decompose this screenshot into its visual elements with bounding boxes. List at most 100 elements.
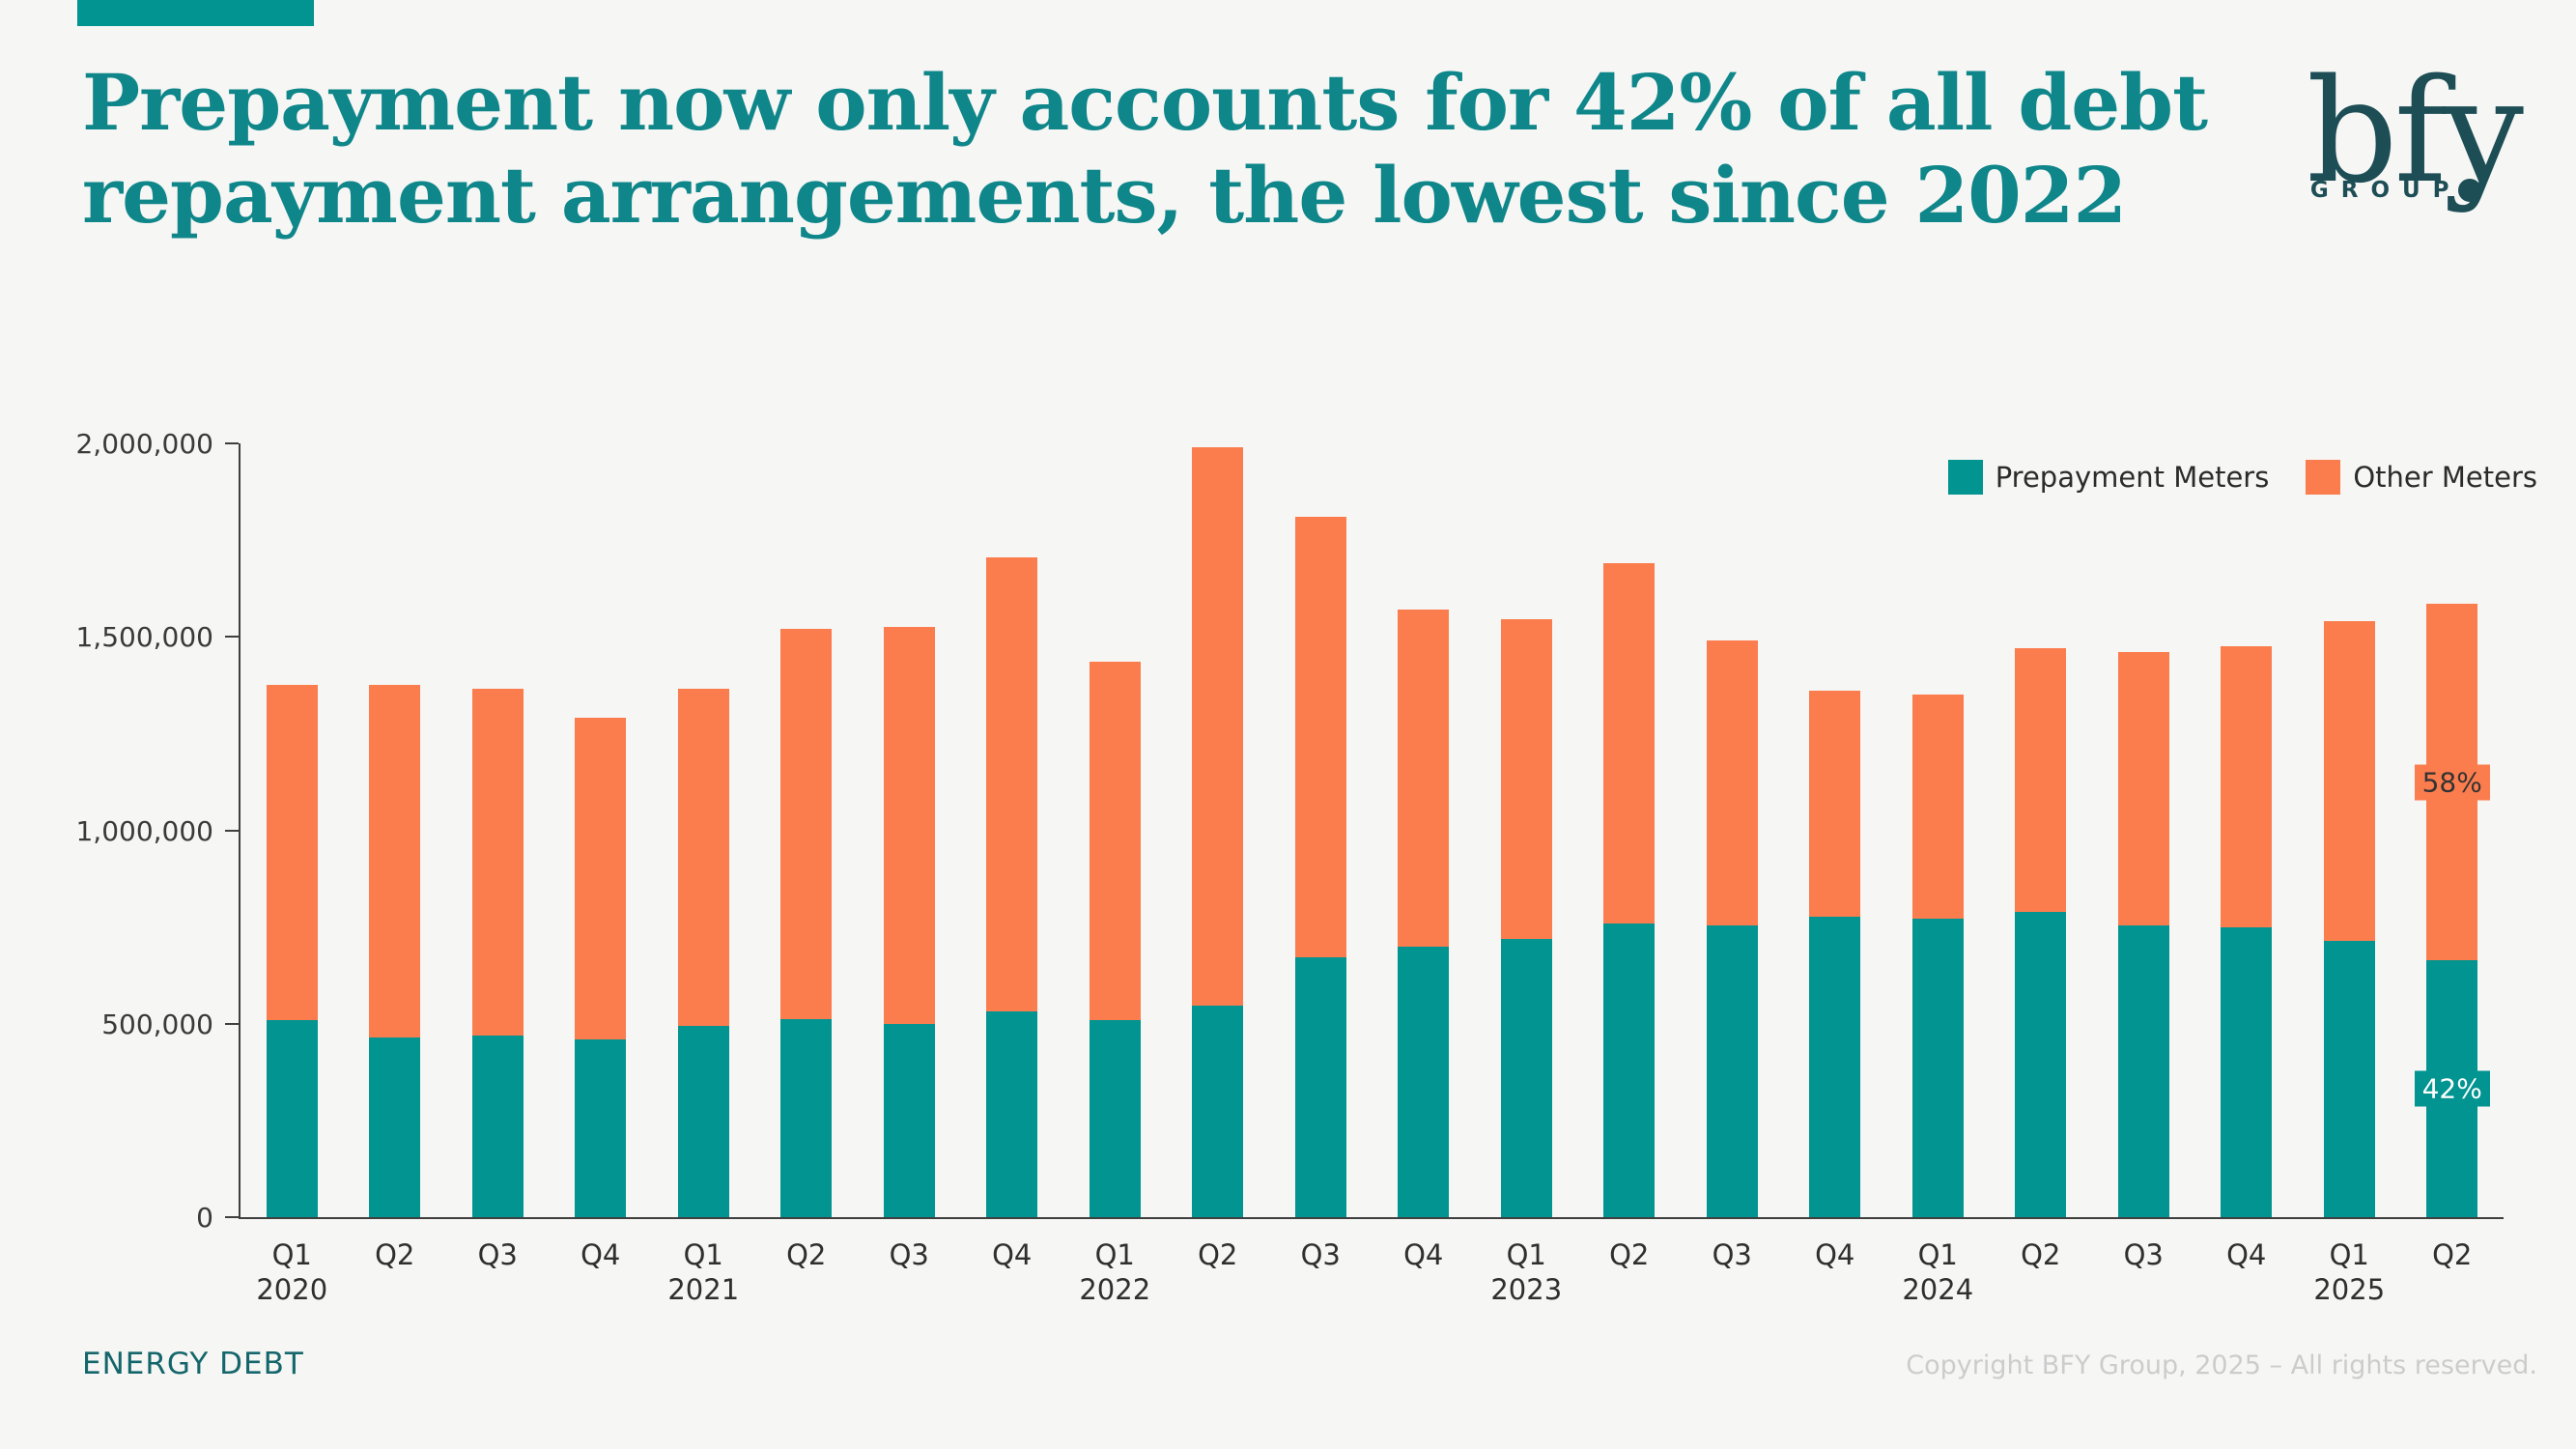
- stacked-bar[interactable]: [1603, 563, 1656, 1217]
- stacked-bar[interactable]: [1192, 447, 1244, 1217]
- bar-segment-prepayment-meters[interactable]: [369, 1037, 421, 1217]
- bar-group-q2: Q2: [1167, 443, 1270, 1271]
- stacked-bar[interactable]: [1398, 610, 1450, 1217]
- bar-segment-other-meters[interactable]: [1192, 447, 1244, 1006]
- bar-segment-prepayment-meters[interactable]: [1500, 938, 1552, 1217]
- logo-wordmark: bfy: [2306, 48, 2524, 214]
- bar-group-q3: Q3: [1681, 443, 1784, 1271]
- tick-mark: [225, 442, 239, 444]
- x-axis-label-year: 2024: [1902, 1273, 1974, 1306]
- x-axis-label-quarter: Q4: [580, 1238, 621, 1271]
- logo-group-text: GROUP: [2309, 178, 2462, 203]
- bar-segment-prepayment-meters[interactable]: [1809, 916, 1861, 1217]
- y-axis-label: 500,000: [101, 1008, 213, 1040]
- bar-segment-prepayment-meters[interactable]: [986, 1010, 1038, 1217]
- stacked-bar[interactable]: [2323, 621, 2375, 1217]
- bar-segment-other-meters[interactable]: [883, 627, 935, 1024]
- x-axis-label-quarter: Q3: [2123, 1238, 2164, 1271]
- x-axis-label-quarter: Q1: [683, 1238, 723, 1271]
- bar-segment-other-meters[interactable]: [780, 629, 833, 1019]
- stacked-bar[interactable]: [2426, 604, 2478, 1217]
- bar-segment-prepayment-meters[interactable]: [1398, 946, 1450, 1217]
- bar-segment-prepayment-meters[interactable]: [883, 1023, 935, 1217]
- bar-segment-prepayment-meters[interactable]: [1911, 918, 1964, 1217]
- bar-segment-other-meters[interactable]: [1294, 517, 1346, 957]
- bar-segment-prepayment-meters[interactable]: [2015, 911, 2067, 1217]
- bar-segment-prepayment-meters[interactable]: [2117, 925, 2169, 1217]
- accent-bar: [77, 0, 314, 26]
- bar-group-q4: Q4: [550, 443, 653, 1271]
- bar-segment-other-meters[interactable]: [575, 718, 627, 1039]
- stacked-bar[interactable]: [1294, 517, 1346, 1217]
- bar-segment-prepayment-meters[interactable]: [575, 1038, 627, 1217]
- x-axis-label-quarter: Q1: [1094, 1238, 1135, 1271]
- bar-segment-other-meters[interactable]: [1603, 563, 1656, 924]
- x-axis-label-quarter: Q1: [1506, 1238, 1546, 1271]
- stacked-bar[interactable]: [780, 629, 833, 1217]
- bar-group-q1-2022: Q1 2022: [1063, 443, 1167, 1306]
- bar-segment-other-meters[interactable]: [1911, 695, 1964, 919]
- stacked-bar[interactable]: [1809, 691, 1861, 1217]
- bar-segment-prepayment-meters[interactable]: [677, 1025, 729, 1217]
- bar-segment-prepayment-meters[interactable]: [780, 1018, 833, 1217]
- stacked-bar[interactable]: [2015, 648, 2067, 1217]
- legend-swatch-icon: [2306, 460, 2341, 495]
- x-axis-label-quarter: Q2: [2021, 1238, 2061, 1271]
- bar-group-q3: Q3: [1269, 443, 1373, 1271]
- bar-segment-prepayment-meters[interactable]: [266, 1019, 318, 1217]
- logo-subtitle: GROUP: [2310, 178, 2520, 203]
- stacked-bar[interactable]: [986, 557, 1038, 1217]
- bar-segment-other-meters[interactable]: [2323, 621, 2375, 941]
- stacked-bar[interactable]: [1911, 695, 1964, 1217]
- stacked-bar[interactable]: [266, 685, 318, 1217]
- bar-segment-other-meters[interactable]: [1398, 610, 1450, 947]
- bar-segment-other-meters[interactable]: [1809, 691, 1861, 917]
- x-axis-label-quarter: Q3: [889, 1238, 929, 1271]
- stacked-bar[interactable]: [2117, 652, 2169, 1217]
- bar-segment-prepayment-meters[interactable]: [1089, 1019, 1141, 1217]
- bar-segment-other-meters[interactable]: [266, 685, 318, 1020]
- bar-segment-prepayment-meters[interactable]: [1192, 1005, 1244, 1217]
- bar-group-q3: Q3: [446, 443, 550, 1271]
- bar-segment-prepayment-meters[interactable]: [471, 1035, 524, 1217]
- x-axis-label-quarter: Q1: [1917, 1238, 1958, 1271]
- x-axis-label-quarter: Q3: [477, 1238, 518, 1271]
- x-axis-label-quarter: Q1: [2329, 1238, 2369, 1271]
- bar-segment-prepayment-meters[interactable]: [2221, 926, 2273, 1217]
- stacked-bar[interactable]: [1089, 662, 1141, 1217]
- stacked-bar[interactable]: [1706, 640, 1758, 1217]
- x-axis-label-quarter: Q4: [1815, 1238, 1855, 1271]
- stacked-bar[interactable]: [1500, 619, 1552, 1217]
- stacked-bar[interactable]: [677, 689, 729, 1217]
- stacked-bar[interactable]: [883, 627, 935, 1217]
- bar-segment-prepayment-meters[interactable]: [1603, 923, 1656, 1217]
- bar-segment-other-meters[interactable]: [986, 557, 1038, 1011]
- x-axis-label-quarter: Q3: [1300, 1238, 1341, 1271]
- bar-segment-prepayment-meters[interactable]: [1294, 956, 1346, 1217]
- bar-segment-prepayment-meters[interactable]: [2323, 940, 2375, 1217]
- bar-group-q1-2021: Q1 2021: [652, 443, 755, 1306]
- bar-segment-other-meters[interactable]: [471, 689, 524, 1036]
- stacked-bar[interactable]: [575, 718, 627, 1217]
- bar-segment-other-meters[interactable]: [677, 689, 729, 1026]
- bar-segment-other-meters[interactable]: [2117, 652, 2169, 926]
- legend-item-other-meters[interactable]: Other Meters: [2306, 460, 2537, 495]
- logo-dot-icon: [2457, 179, 2481, 202]
- bfy-group-logo: bfy GROUP: [2306, 48, 2524, 214]
- x-axis-label-year: 2021: [667, 1273, 740, 1306]
- legend-swatch-icon: [1947, 460, 1983, 495]
- bar-segment-other-meters[interactable]: [369, 685, 421, 1037]
- bar-segment-other-meters[interactable]: [2015, 648, 2067, 912]
- bar-segment-prepayment-meters[interactable]: [1706, 924, 1758, 1217]
- stacked-bar[interactable]: [471, 689, 524, 1217]
- bar-segment-other-meters[interactable]: [1500, 619, 1552, 939]
- bar-segment-other-meters[interactable]: [1089, 662, 1141, 1020]
- stacked-bar[interactable]: [2221, 646, 2273, 1217]
- stacked-bar[interactable]: [369, 685, 421, 1217]
- bar-segment-other-meters[interactable]: [2221, 646, 2273, 927]
- bar-segment-other-meters[interactable]: [1706, 640, 1758, 925]
- section-label: ENERGY DEBT: [82, 1347, 304, 1381]
- legend-item-prepayment-meters[interactable]: Prepayment Meters: [1947, 460, 2269, 495]
- x-axis-label-quarter: Q2: [375, 1238, 415, 1271]
